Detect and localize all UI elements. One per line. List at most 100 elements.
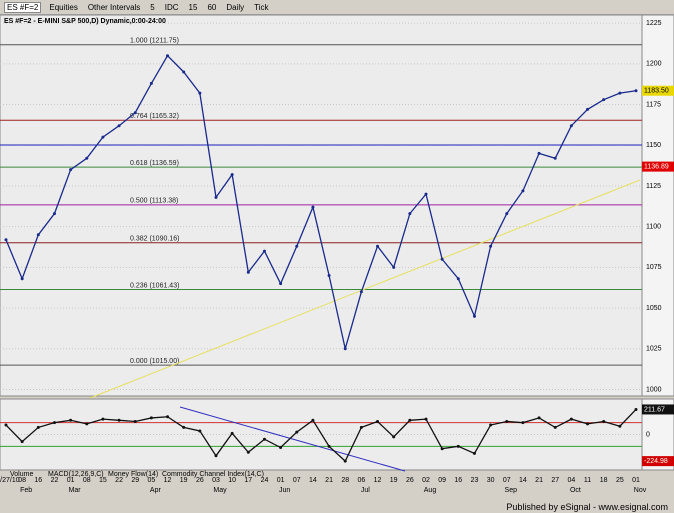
point [521,421,525,425]
marker-box [642,161,674,172]
y-tick-label: 1125 [646,183,661,190]
point [198,91,202,95]
point [20,277,24,281]
toolbar-button[interactable]: 15 [188,2,198,12]
tab[interactable]: Money Flow(14) [108,471,158,478]
marker-label: 1136.89 [644,163,669,170]
point [359,290,363,294]
point [376,244,380,248]
point [36,425,40,429]
marker-box [642,404,674,415]
point [618,91,622,95]
month-label: Jun [279,487,290,494]
point [569,417,573,421]
point [149,81,153,85]
x-tick-label: 23 [471,477,479,484]
point [166,415,170,419]
x-tick-label: 08 [18,477,26,484]
month-label: Apr [150,487,162,494]
x-tick-label: 09 [438,477,446,484]
month-label: May [213,487,227,494]
x-tick-label: 05 [147,477,155,484]
point [117,418,121,422]
month-label: Feb [20,487,32,494]
y-tick-label: 1075 [646,264,662,271]
point [408,212,412,216]
point [392,435,396,439]
x-tick-label: 17 [244,477,252,484]
x-tick-label: 01 [67,477,75,484]
point [424,192,428,196]
toolbar: ES #F=2 Equities Other Intervals 5 IDC 15 60 D… [0,0,674,15]
y-tick-label: 1000 [646,386,662,393]
point [182,425,186,429]
x-tick-label: 22 [115,477,123,484]
point [295,430,299,434]
tab[interactable]: MACD(12,26,9,C) [48,471,104,478]
point [472,314,476,318]
x-tick-label: 27 [551,477,559,484]
x-tick-label: 11 [584,477,591,484]
point [262,249,266,253]
point [586,107,590,111]
level-label: 0.236 (1061.43) [130,282,179,289]
point [521,189,525,193]
price-line [5,54,637,349]
x-tick-label: 03 [212,477,220,484]
toolbar-button[interactable]: 5 [150,2,155,12]
point [327,274,331,278]
point [392,265,396,269]
tab[interactable]: Volume [10,471,33,478]
level-label: 0.500 (1113.38) [130,198,178,205]
point [602,98,606,102]
marker-box [642,456,674,467]
toolbar-button[interactable]: IDC [164,2,179,12]
toolbar-button[interactable]: Tick [254,2,269,12]
point [505,212,509,216]
point [295,244,299,248]
month-label: Oct [570,487,581,494]
x-tick-label: 07 [503,477,511,484]
tab[interactable]: Commodity Channel Index(14,C) [162,471,264,478]
x-tick-label: 14 [519,477,527,484]
point [52,212,56,216]
x-tick-label: 24 [261,477,269,484]
chart-title: ES #F=2 - E-MINI S&P 500,D) Dynamic,0:00… [4,18,166,25]
x-tick-label: 07 [293,477,301,484]
y-tick-label: 1225 [646,20,662,27]
x-tick-label: 21 [535,477,543,484]
point [311,205,315,209]
point [472,451,476,455]
point [133,111,137,115]
point [198,429,202,433]
point [246,270,250,274]
point [101,417,105,421]
point [214,454,218,458]
point [456,277,460,281]
x-tick-label: 04 [567,477,575,484]
marker-label: 211.67 [644,406,665,413]
footer: Published by eSignal - www.esignal.com [506,502,668,512]
x-tick-label: 12 [164,477,172,484]
x-tick-label: 15 [99,477,107,484]
x-tick-label: 21 [325,477,333,484]
x-tick-label: 16 [34,477,42,484]
point [230,431,234,435]
x-tick-label: 12 [374,477,382,484]
toolbar-button[interactable]: 60 [207,2,217,12]
point [634,407,638,411]
toolbar-button[interactable]: Equities [49,2,78,12]
point [262,437,266,441]
trendline [89,179,641,399]
symbol[interactable]: ES #F=2 [4,1,42,13]
level-label: 0.382 (1090.16) [130,236,179,243]
toolbar-button[interactable]: Daily [226,2,245,12]
point [214,195,218,199]
point [101,135,105,139]
point [456,444,460,448]
point [553,425,557,429]
toolbar-button[interactable]: Other Intervals [87,2,141,12]
y-tick-label: 1100 [646,224,661,231]
point [327,444,331,448]
